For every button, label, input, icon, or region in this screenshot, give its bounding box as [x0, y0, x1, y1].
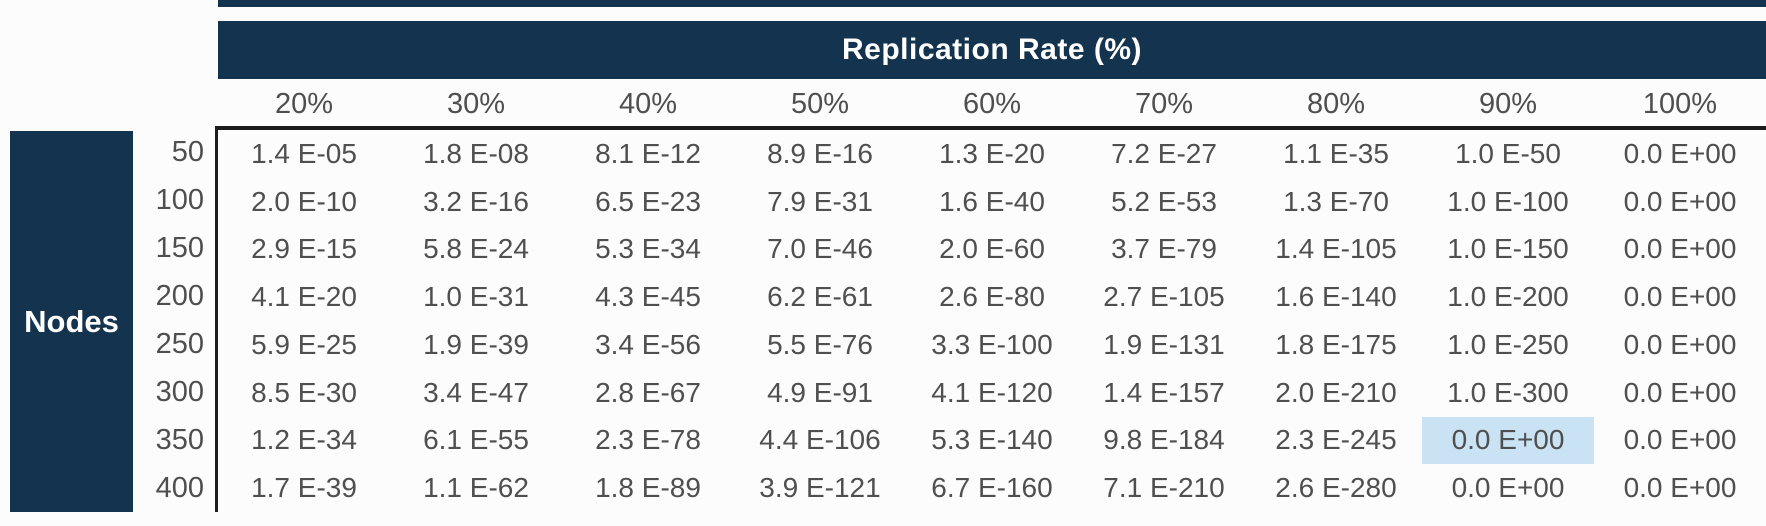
table-cell: 2.0 E-10	[251, 185, 357, 217]
row-label: 200	[155, 280, 204, 313]
table-cell: 5.3 E-34	[595, 233, 701, 265]
table-cell: 4.9 E-91	[767, 376, 873, 408]
table-cell: 1.0 E-100	[1447, 185, 1569, 217]
table-cell: 3.2 E-16	[423, 185, 529, 217]
table-cell: 3.4 E-56	[595, 328, 701, 360]
table-cell: 6.7 E-160	[931, 472, 1053, 504]
table-cell: 0.0 E+00	[1623, 376, 1737, 408]
table-cell: 1.4 E-105	[1275, 233, 1397, 265]
table-cell: 6.1 E-55	[423, 424, 529, 456]
column-header: 80%	[1306, 87, 1366, 120]
table-cell: 2.8 E-67	[595, 376, 701, 408]
column-header: 70%	[1134, 87, 1194, 120]
table-cell: 1.0 E-31	[423, 281, 529, 313]
table-cell: 1.6 E-140	[1275, 281, 1397, 313]
table-cell: 0.0 E+00	[1623, 137, 1737, 169]
highlighted-cell: 0.0 E+00	[1422, 416, 1594, 465]
table-cell: 2.9 E-15	[251, 233, 357, 265]
table-cell: 0.0 E+00	[1623, 328, 1737, 360]
table-cell: 5.3 E-140	[931, 424, 1053, 456]
table-cell: 2.7 E-105	[1103, 281, 1225, 313]
table-cell: 1.0 E-200	[1447, 281, 1569, 313]
row-label: 400	[155, 471, 204, 504]
table-cell: 7.0 E-46	[767, 233, 873, 265]
table-cell: 1.0 E-150	[1447, 233, 1569, 265]
table-cell: 4.1 E-20	[251, 281, 357, 313]
table-cell: 7.2 E-27	[1111, 137, 1217, 169]
table-cell: 9.8 E-184	[1103, 424, 1225, 456]
table-cell: 2.0 E-60	[939, 233, 1045, 265]
row-label: 250	[155, 327, 204, 360]
column-header: 50%	[790, 87, 850, 120]
column-header: 30%	[446, 87, 506, 120]
table-cell: 3.3 E-100	[931, 328, 1053, 360]
table-cell: 1.6 E-40	[939, 185, 1045, 217]
row-label: 100	[155, 184, 204, 217]
column-headers: 20% 30% 40% 50% 60% 70% 80% 90% 100%	[218, 79, 1766, 129]
table-cell: 5.9 E-25	[251, 328, 357, 360]
table-cell: 2.0 E-210	[1275, 376, 1397, 408]
table-cell: 3.4 E-47	[423, 376, 529, 408]
table-cell: 1.0 E-300	[1447, 376, 1569, 408]
column-header: 40%	[618, 87, 678, 120]
row-label: 150	[155, 232, 204, 265]
table-cell: 0.0 E+00	[1623, 233, 1737, 265]
table-cell: 1.2 E-34	[251, 424, 357, 456]
table-cell: 4.3 E-45	[595, 281, 701, 313]
table-cell: 5.5 E-76	[767, 328, 873, 360]
table-cell: 4.1 E-120	[931, 376, 1053, 408]
table-cell: 2.6 E-280	[1275, 472, 1397, 504]
data-grid: 1.4 E-05 1.8 E-08 8.1 E-12 8.9 E-16 1.3 E-20…	[215, 126, 1766, 512]
table-cell: 1.8 E-89	[595, 472, 701, 504]
table-cell: 1.9 E-131	[1103, 328, 1225, 360]
table-cell: 3.7 E-79	[1111, 233, 1217, 265]
table-cell: 6.5 E-23	[595, 185, 701, 217]
table-cell: 1.4 E-05	[251, 137, 357, 169]
table-cell: 0.0 E+00	[1623, 472, 1737, 504]
table-cell: 1.4 E-157	[1103, 376, 1225, 408]
table-cell: 2.3 E-78	[595, 424, 701, 456]
column-header: 100%	[1642, 87, 1718, 120]
table-cell: 1.3 E-20	[939, 137, 1045, 169]
table-cell: 1.1 E-62	[423, 472, 529, 504]
table-cell: 0.0 E+00	[1623, 281, 1737, 313]
table-cell: 2.6 E-80	[939, 281, 1045, 313]
table-cell: 1.7 E-39	[251, 472, 357, 504]
row-labels: 50 100 150 200 250 300 350 400	[133, 129, 211, 512]
table-cell: 3.9 E-121	[759, 472, 881, 504]
table-cell: 1.3 E-70	[1283, 185, 1389, 217]
table-cell: 5.2 E-53	[1111, 185, 1217, 217]
column-header: 90%	[1478, 87, 1538, 120]
table-cell: 7.1 E-210	[1103, 472, 1225, 504]
table-cell: 0.0 E+00	[1623, 185, 1737, 217]
table-cell: 4.4 E-106	[759, 424, 881, 456]
top-edge-strip	[218, 0, 1766, 7]
table-cell: 1.8 E-175	[1275, 328, 1397, 360]
table-cell: 1.8 E-08	[423, 137, 529, 169]
row-label: 50	[171, 136, 204, 169]
table-cell: 5.8 E-24	[423, 233, 529, 265]
table-cell: 8.5 E-30	[251, 376, 357, 408]
table-cell: 7.9 E-31	[767, 185, 873, 217]
table-title-bar: Replication Rate (%)	[218, 21, 1766, 79]
row-axis-label: Nodes	[24, 303, 119, 339]
table-cell: 1.0 E-50	[1455, 137, 1561, 169]
table-cell: 0.0 E+00	[1451, 472, 1565, 504]
table-cell: 1.1 E-35	[1283, 137, 1389, 169]
table-cell: 6.2 E-61	[767, 281, 873, 313]
column-header: 20%	[274, 87, 334, 120]
row-axis-label-block: Nodes	[10, 131, 133, 512]
table-cell: 2.3 E-245	[1275, 424, 1397, 456]
row-label: 350	[155, 423, 204, 456]
table-cell: 1.9 E-39	[423, 328, 529, 360]
table-cell: 8.1 E-12	[595, 137, 701, 169]
row-label: 300	[155, 375, 204, 408]
table-cell: 0.0 E+00	[1623, 424, 1737, 456]
table-title: Replication Rate (%)	[841, 33, 1143, 66]
table-cell: 8.9 E-16	[767, 137, 873, 169]
column-header: 60%	[962, 87, 1022, 120]
table-cell: 1.0 E-250	[1447, 328, 1569, 360]
